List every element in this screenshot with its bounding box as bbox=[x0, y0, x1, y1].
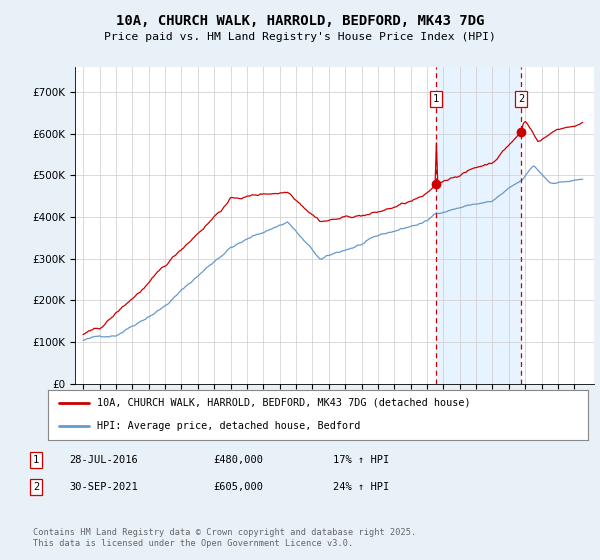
Text: 30-SEP-2021: 30-SEP-2021 bbox=[69, 482, 138, 492]
Text: 1: 1 bbox=[33, 455, 39, 465]
Text: 2: 2 bbox=[518, 94, 524, 104]
Text: 2: 2 bbox=[33, 482, 39, 492]
Text: 1: 1 bbox=[433, 94, 439, 104]
Text: £605,000: £605,000 bbox=[213, 482, 263, 492]
Text: Contains HM Land Registry data © Crown copyright and database right 2025.
This d: Contains HM Land Registry data © Crown c… bbox=[33, 528, 416, 548]
Text: 10A, CHURCH WALK, HARROLD, BEDFORD, MK43 7DG (detached house): 10A, CHURCH WALK, HARROLD, BEDFORD, MK43… bbox=[97, 398, 470, 408]
Text: 10A, CHURCH WALK, HARROLD, BEDFORD, MK43 7DG: 10A, CHURCH WALK, HARROLD, BEDFORD, MK43… bbox=[116, 14, 484, 28]
Text: 28-JUL-2016: 28-JUL-2016 bbox=[69, 455, 138, 465]
Text: 24% ↑ HPI: 24% ↑ HPI bbox=[333, 482, 389, 492]
Bar bbox=[436, 67, 521, 384]
Text: £480,000: £480,000 bbox=[213, 455, 263, 465]
Text: Price paid vs. HM Land Registry's House Price Index (HPI): Price paid vs. HM Land Registry's House … bbox=[104, 32, 496, 43]
Text: 17% ↑ HPI: 17% ↑ HPI bbox=[333, 455, 389, 465]
Text: HPI: Average price, detached house, Bedford: HPI: Average price, detached house, Bedf… bbox=[97, 421, 360, 431]
